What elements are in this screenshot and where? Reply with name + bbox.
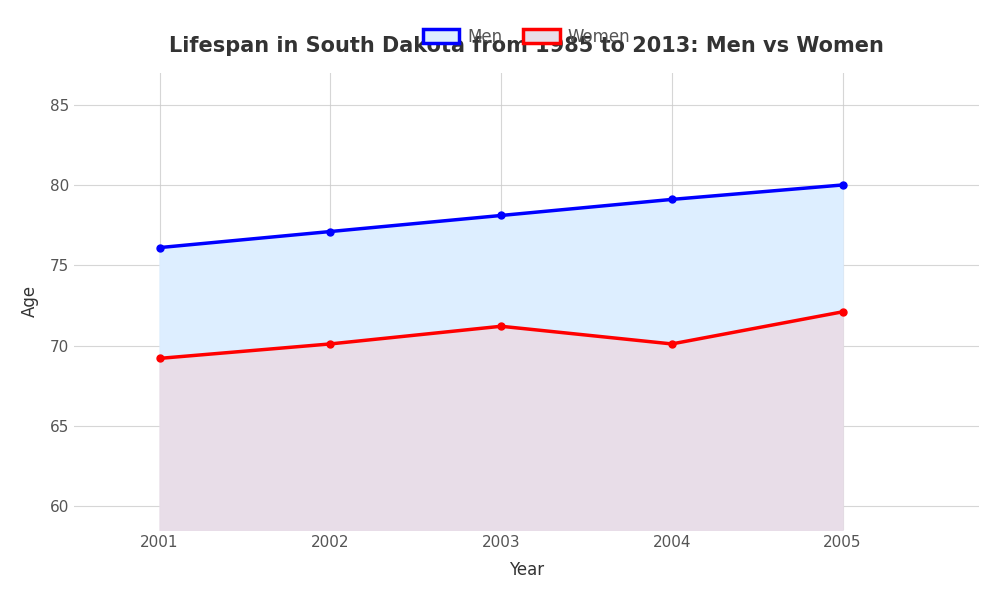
Title: Lifespan in South Dakota from 1985 to 2013: Men vs Women: Lifespan in South Dakota from 1985 to 20… <box>169 36 884 56</box>
Legend: Men, Women: Men, Women <box>416 22 637 53</box>
Y-axis label: Age: Age <box>21 286 39 317</box>
X-axis label: Year: Year <box>509 561 544 579</box>
